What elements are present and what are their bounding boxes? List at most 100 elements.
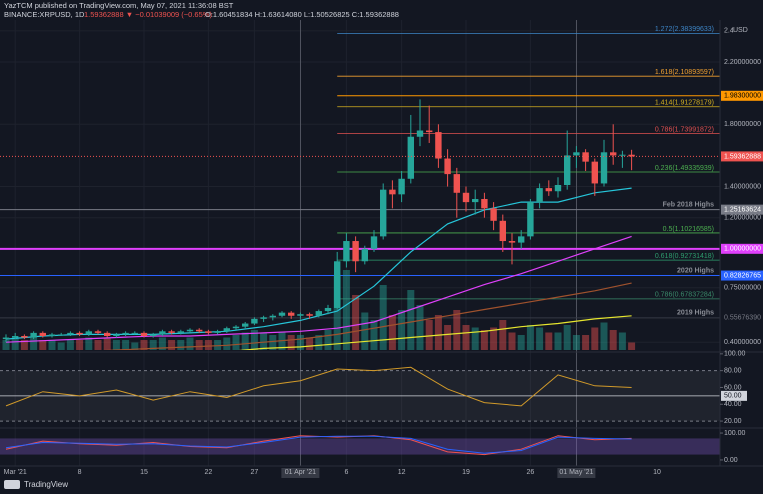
volume-bar: [379, 285, 387, 350]
volume-bar: [296, 335, 304, 350]
volume-bar: [269, 335, 277, 350]
stoch-band: [0, 438, 720, 455]
currency: USD: [733, 27, 748, 34]
volume-bar: [260, 332, 268, 350]
level-box: [721, 243, 763, 254]
volume-bar: [149, 340, 157, 350]
brand: TradingView: [24, 480, 68, 489]
rsi-marker-box: [721, 390, 747, 401]
level-value: 1.98300000: [724, 93, 761, 100]
volume-bar: [434, 315, 442, 350]
level-label: 2020 Highs: [677, 267, 714, 274]
candle-body: [343, 241, 350, 262]
candle-body: [416, 130, 424, 137]
candle-body: [140, 332, 148, 336]
x-tick-label: 01 Apr '21: [285, 469, 316, 476]
volume-bar: [2, 340, 10, 350]
candle-body: [39, 332, 46, 336]
x-tick-label: 12: [398, 469, 406, 476]
y-tick-label: 2.20000000: [724, 59, 761, 66]
rsi-tick-label: 20.00: [724, 418, 742, 425]
candle-body: [472, 199, 479, 203]
candle-body: [260, 317, 267, 319]
volume-bar: [499, 320, 507, 350]
volume-bar: [480, 330, 488, 350]
x-tick-label: 15: [140, 469, 148, 476]
candle-body: [12, 335, 19, 338]
volume-bar: [76, 340, 84, 350]
level-value: 1.00000000: [724, 246, 761, 253]
volume-bar: [517, 335, 525, 350]
fib-label: 0.786(1.73991872): [655, 126, 714, 133]
rsi-marker-label: 50.00: [724, 393, 742, 400]
x-tick-label: 10: [653, 469, 661, 476]
candle-body: [297, 314, 304, 316]
level-value: 0.82826765: [724, 272, 761, 279]
fib-label: 1.414(1.91278179): [655, 100, 714, 107]
volume-bar: [131, 342, 139, 350]
candle-body: [453, 174, 460, 193]
candle-body: [398, 178, 405, 195]
volume-bar: [407, 290, 415, 350]
candle-body: [508, 241, 516, 243]
candle-body: [435, 132, 442, 159]
candle-body: [527, 202, 534, 237]
candle-body: [389, 189, 396, 195]
volume-bar: [85, 337, 93, 350]
volume-bar: [526, 325, 534, 350]
candle-body: [573, 152, 580, 156]
volume-bar: [609, 330, 617, 350]
volume-bar: [582, 335, 590, 350]
candle-body: [306, 314, 313, 316]
volume-bar: [20, 340, 28, 350]
volume-bar: [306, 337, 314, 350]
candle-body: [536, 188, 543, 203]
volume-bar: [186, 337, 194, 350]
volume-bar: [398, 310, 406, 350]
x-tick-label: 26: [527, 469, 535, 476]
candle-body: [370, 236, 378, 249]
candle-body: [352, 241, 359, 262]
candle-body: [131, 332, 138, 334]
price-label: 1.59362888: [724, 153, 761, 160]
volume-bar: [554, 332, 562, 350]
volume-bar: [204, 340, 212, 350]
volume-bar: [195, 340, 203, 350]
volume-bar: [94, 340, 102, 350]
ohlc-readout: O:1.60451834 H:1.63614080 L:1.50526825 C…: [205, 10, 399, 19]
fib-label: 0.786(0.67837284): [655, 292, 714, 299]
volume-bar: [618, 332, 626, 350]
candle-body: [58, 334, 65, 336]
volume-bar: [545, 332, 553, 350]
price-change: 1.59362888 ▼ −0.01039009 (−0.65%): [84, 10, 212, 19]
publisher: YazTCM published on TradingView.com, May…: [4, 1, 234, 10]
candle-body: [159, 331, 166, 335]
volume-bar: [361, 312, 369, 350]
volume-bar: [140, 340, 148, 350]
stoch-line: [5, 435, 632, 454]
x-tick-label: 27: [251, 469, 259, 476]
volume-bar: [315, 335, 323, 350]
candle-body: [380, 189, 387, 237]
level-box: [721, 90, 763, 101]
volume-bar: [591, 327, 599, 350]
price-box: [721, 151, 763, 162]
volume-bar: [444, 325, 452, 350]
volume-bar: [572, 335, 580, 350]
fib-label: 0.618(0.92731418): [655, 253, 714, 260]
candle-body: [21, 335, 28, 338]
candle-body: [223, 328, 230, 332]
volume-bar: [352, 295, 360, 350]
y-tick-label: 1.80000000: [724, 121, 761, 128]
candle-body: [518, 236, 525, 243]
rsi-pane: [0, 366, 720, 422]
volume-bar: [241, 332, 249, 350]
candle-body: [324, 307, 332, 312]
x-tick-label: 6: [344, 469, 348, 476]
candle-body: [582, 152, 589, 162]
candle-body: [619, 154, 626, 156]
candle-body: [168, 331, 175, 333]
x-tick-label: Mar '21: [4, 469, 27, 476]
x-tick-box: [557, 468, 596, 478]
